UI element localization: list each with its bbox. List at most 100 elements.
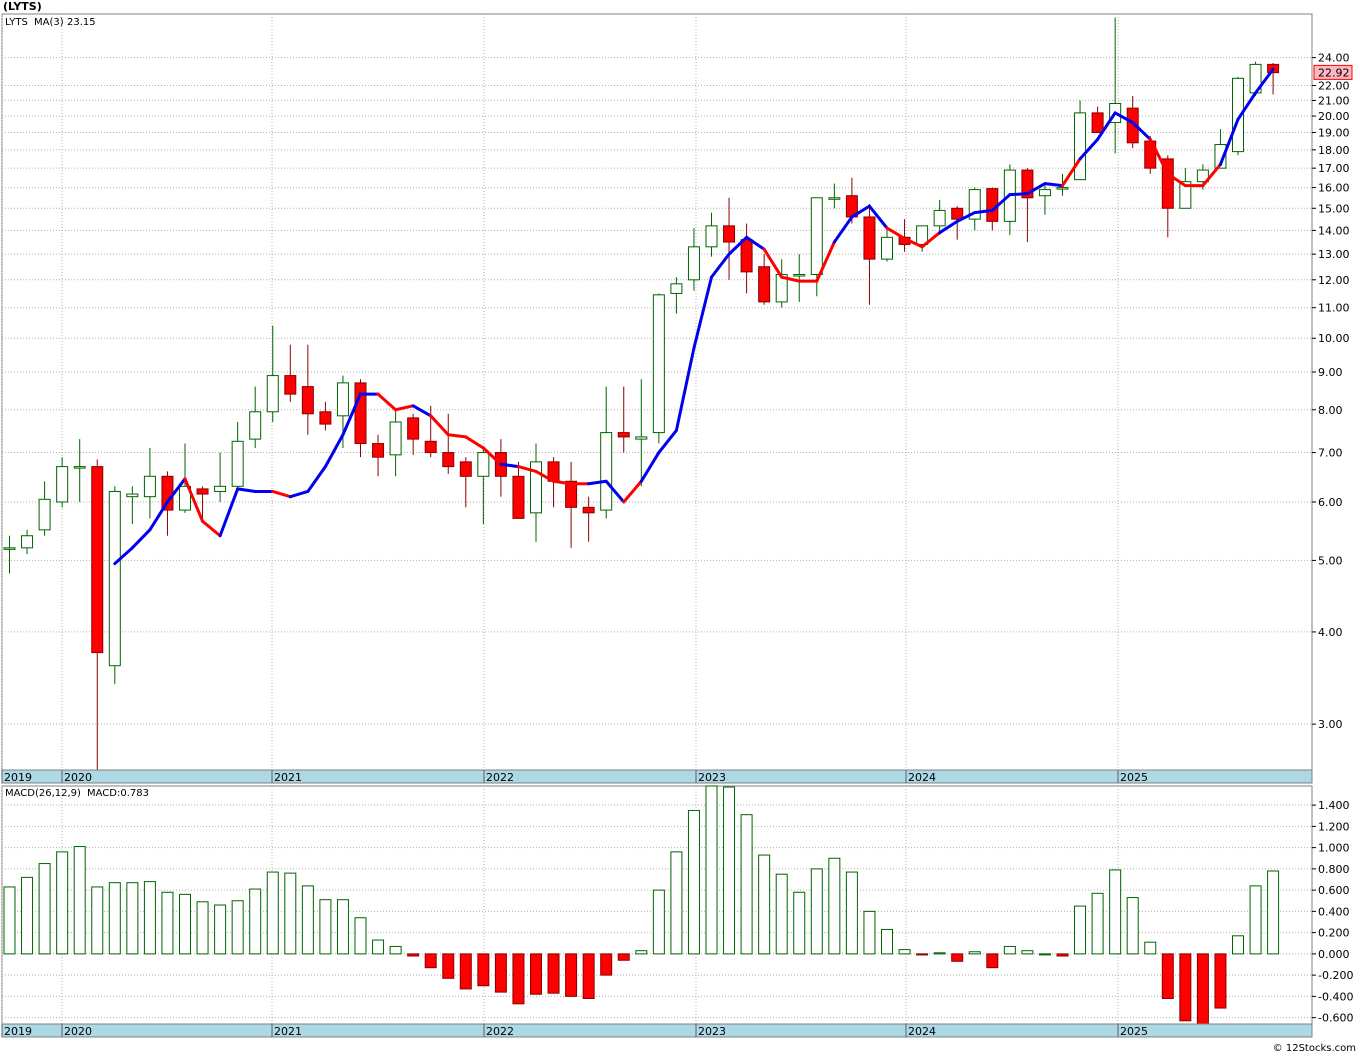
macd-bar bbox=[38, 863, 51, 955]
ma-line-segment bbox=[113, 546, 134, 566]
macd-legend-value: MACD:0.783 bbox=[87, 788, 149, 799]
ma-line-segment bbox=[464, 435, 485, 450]
candle-body bbox=[284, 375, 297, 395]
macd-bar bbox=[1214, 953, 1227, 1009]
ma-line-segment bbox=[236, 487, 257, 493]
ma-line-segment bbox=[1061, 157, 1082, 188]
macd-bar bbox=[196, 901, 209, 955]
macd-bar bbox=[1056, 953, 1069, 957]
price-tick-label: 14.00 bbox=[1318, 224, 1350, 237]
ma-line-segment bbox=[727, 235, 749, 256]
candle-body bbox=[1126, 107, 1139, 144]
candle-body bbox=[73, 466, 86, 469]
candle-body bbox=[38, 498, 51, 531]
macd-bar bbox=[810, 868, 823, 955]
macd-bar bbox=[635, 950, 648, 955]
ma-line-segment bbox=[499, 462, 520, 469]
macd-bar bbox=[1249, 885, 1262, 955]
macd-bar bbox=[143, 881, 156, 955]
macd-bar bbox=[91, 886, 104, 955]
candle-body bbox=[91, 466, 104, 654]
candle-body bbox=[582, 506, 595, 514]
ma-line-segment bbox=[692, 275, 713, 350]
last-price-box bbox=[1313, 64, 1353, 80]
ma-line-segment bbox=[446, 433, 468, 439]
price-tick-label: 18.00 bbox=[1318, 144, 1350, 157]
candle-body bbox=[723, 225, 736, 243]
ma-line-segment bbox=[201, 519, 222, 538]
candle-body bbox=[530, 461, 542, 514]
macd-bar bbox=[1003, 945, 1016, 955]
ma-line-segment bbox=[1148, 137, 1170, 176]
macd-bar bbox=[214, 904, 227, 955]
year-label: 2024 bbox=[908, 771, 936, 784]
price-tick-label: 7.00 bbox=[1318, 447, 1343, 460]
macd-tick-label: 1.200 bbox=[1318, 820, 1350, 833]
ma-line-segment bbox=[1166, 172, 1187, 188]
ma-line-segment bbox=[710, 252, 731, 279]
macd-bar bbox=[73, 846, 86, 955]
macd-bar bbox=[881, 928, 893, 955]
ma-line-segment bbox=[481, 446, 503, 466]
ma-line-segment bbox=[903, 237, 924, 249]
year-label: 2019 bbox=[4, 1025, 32, 1038]
macd-bar bbox=[3, 886, 16, 955]
ma-line-segment bbox=[973, 208, 994, 215]
macd-tick-label: -0.600 bbox=[1318, 1012, 1353, 1025]
candle-body bbox=[1056, 187, 1069, 190]
ma-line-segment bbox=[429, 414, 450, 437]
ma-line-segment bbox=[271, 489, 292, 499]
candle-body bbox=[1091, 112, 1104, 134]
ma-line-segment bbox=[622, 479, 643, 504]
macd-bar bbox=[986, 953, 999, 969]
candle-body bbox=[196, 488, 209, 495]
price-tick-label: 16.00 bbox=[1318, 182, 1350, 195]
macd-tick-label: 1.400 bbox=[1318, 799, 1350, 812]
price-tick-label: 11.00 bbox=[1318, 302, 1350, 315]
candle-body bbox=[793, 274, 806, 277]
macd-bar bbox=[828, 857, 841, 955]
candle-body bbox=[161, 475, 174, 511]
macd-bar bbox=[424, 953, 437, 969]
ma-line-segment bbox=[1025, 182, 1047, 196]
macd-bar bbox=[933, 952, 946, 955]
candle-body bbox=[266, 375, 279, 413]
candle-body bbox=[389, 421, 402, 456]
macd-bar bbox=[108, 882, 121, 955]
candle-body bbox=[407, 417, 420, 440]
ma-line-segment bbox=[657, 428, 678, 455]
ma-line-segment bbox=[183, 477, 205, 523]
ma-line-segment bbox=[1096, 111, 1117, 141]
ma-line-segment bbox=[639, 451, 661, 483]
footer-credit: © 12Stocks.com bbox=[1272, 1043, 1356, 1054]
price-tick-label: 8.00 bbox=[1318, 404, 1343, 417]
year-label: 2021 bbox=[274, 771, 302, 784]
macd-tick-label: 0.000 bbox=[1318, 948, 1350, 961]
ma-line-segment bbox=[780, 275, 801, 283]
ma-line-segment bbox=[674, 346, 696, 432]
year-label: 2025 bbox=[1120, 771, 1148, 784]
ma-legend-value: 23.15 bbox=[67, 17, 96, 28]
candle-body bbox=[687, 246, 700, 281]
year-label: 2023 bbox=[698, 771, 726, 784]
price-tick-label: 20.00 bbox=[1318, 110, 1350, 123]
candle-body bbox=[740, 239, 753, 273]
candle-body bbox=[810, 197, 823, 276]
macd-bar bbox=[670, 851, 683, 955]
macd-bar bbox=[916, 953, 929, 956]
candle-body bbox=[249, 411, 262, 440]
candle-body bbox=[1196, 169, 1209, 183]
macd-tick-label: 0.200 bbox=[1318, 927, 1350, 940]
macd-bar bbox=[21, 876, 34, 955]
ma-legend-label: MA(3) bbox=[34, 17, 64, 28]
candle-body bbox=[424, 440, 437, 454]
ma-line-segment bbox=[341, 392, 362, 437]
macd-bar bbox=[600, 953, 613, 976]
candle-body bbox=[565, 480, 578, 508]
year-label: 2025 bbox=[1120, 1025, 1148, 1038]
macd-bar bbox=[126, 882, 139, 955]
macd-bar bbox=[56, 851, 69, 955]
macd-bar bbox=[758, 854, 771, 955]
macd-bar bbox=[740, 814, 753, 955]
macd-year-band bbox=[1, 1023, 1313, 1038]
